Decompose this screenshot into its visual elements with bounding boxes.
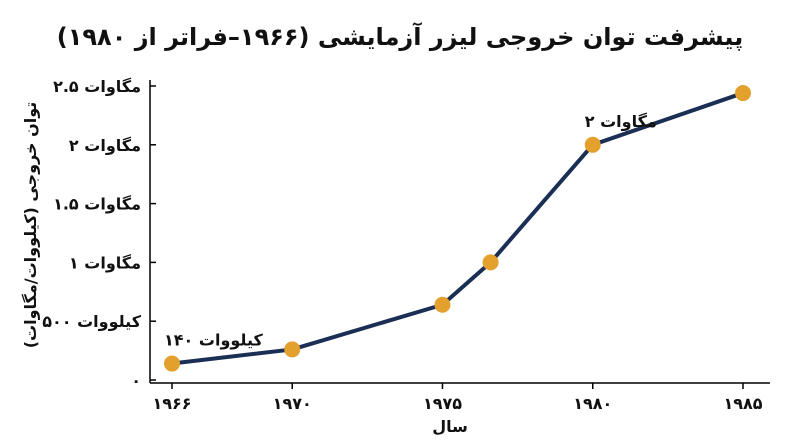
data-point <box>584 136 601 153</box>
y-tick-label: ۱ مگاوات <box>69 253 141 272</box>
data-point <box>735 85 751 102</box>
data-point <box>482 254 499 271</box>
y-tick-group: ۰ ۵۰۰ کیلووات ۱ مگاوات ۱.۵ مگاوات ۲ مگاوات ۲.… <box>42 77 156 390</box>
annotation-group: ۱۴۰ کیلووات ۲ مگاوات <box>164 112 657 350</box>
x-tick-label: ۱۹۸۵ <box>723 394 762 413</box>
annotation-label: ۲ مگاوات <box>585 112 657 131</box>
x-tick-label: ۱۹۷۰ <box>273 394 312 413</box>
annotation-label: ۱۴۰ کیلووات <box>164 331 263 350</box>
chart-title: پیشرفت توان خروجی لیزر آزمایشی (۱۹۶۶–فرا… <box>57 22 743 51</box>
series-line <box>170 91 745 366</box>
y-tick-label: ۰ <box>131 371 141 390</box>
x-axis-label: سال <box>432 417 468 436</box>
data-point <box>434 296 451 313</box>
x-tick-label: ۱۹۷۵ <box>423 394 462 413</box>
series-group <box>164 85 751 372</box>
data-point <box>164 355 180 372</box>
x-tick-group: ۱۹۶۶ ۱۹۷۰ ۱۹۷۵ ۱۹۸۰ ۱۹۸۵ <box>152 383 763 413</box>
y-tick-label: ۵۰۰ کیلووات <box>42 312 141 331</box>
x-tick-label: ۱۹۸۰ <box>573 394 612 413</box>
y-tick-label: ۲ مگاوات <box>69 136 141 155</box>
y-tick-label: ۱.۵ مگاوات <box>53 195 141 214</box>
x-tick-label: ۱۹۶۶ <box>152 394 191 413</box>
y-axis-label: توان خروجی (کیلووات/مگاوات) <box>21 102 40 349</box>
data-point <box>284 341 301 358</box>
y-tick-label: ۲.۵ مگاوات <box>53 77 141 96</box>
